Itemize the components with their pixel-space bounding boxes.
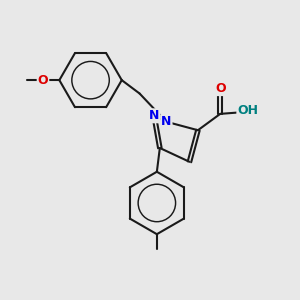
Text: O: O xyxy=(215,82,226,95)
Text: O: O xyxy=(38,74,48,87)
Text: OH: OH xyxy=(237,104,258,117)
Text: N: N xyxy=(149,109,159,122)
Text: N: N xyxy=(161,115,172,128)
